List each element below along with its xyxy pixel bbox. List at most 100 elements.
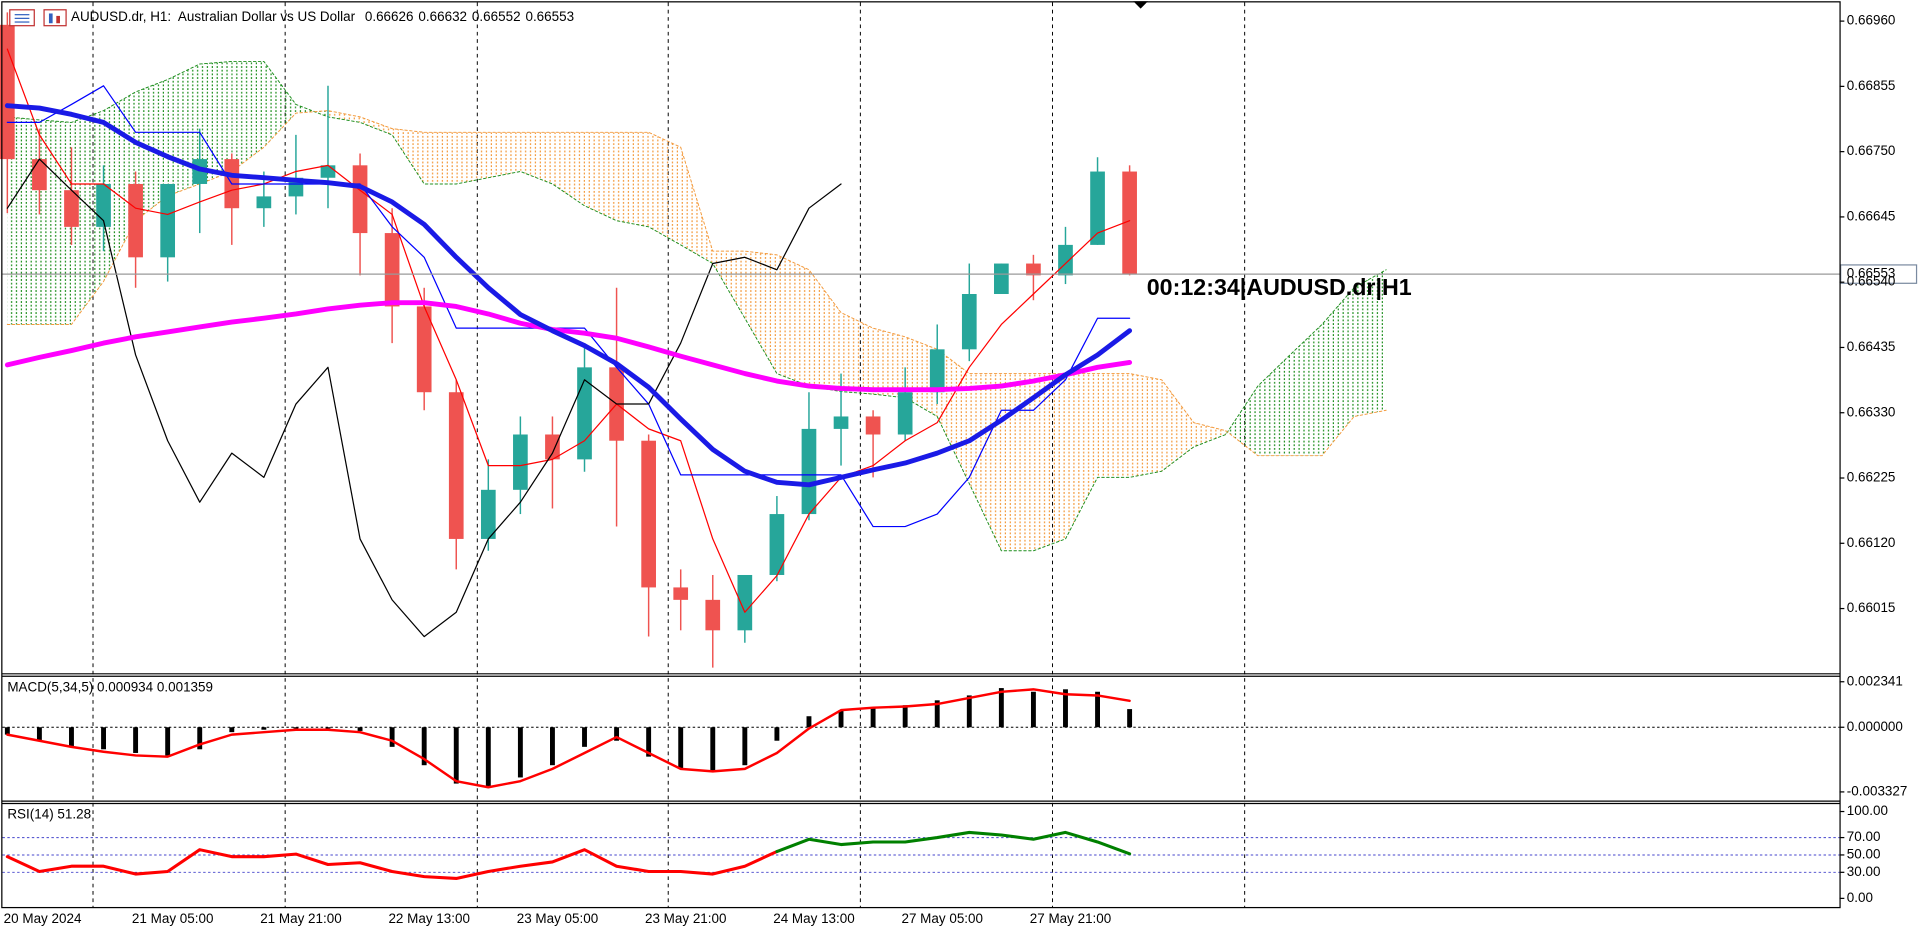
macd-bar <box>806 716 812 728</box>
macd-bar <box>133 727 139 753</box>
plot-frame <box>1 1 1841 909</box>
y-tick-label: 0.66225 <box>1847 470 1896 485</box>
x-tick-label: 27 May 05:00 <box>901 911 983 926</box>
candle-body <box>480 489 496 539</box>
candle-body <box>128 183 143 258</box>
macd-bar <box>1127 709 1133 728</box>
macd-bar <box>517 727 523 778</box>
macd-signal-line <box>6 688 1131 789</box>
plot-layer: 0.66553 0.66960 0.66855 0.66750 0.66645 0.665… <box>0 12 1918 926</box>
x-tick-label: 21 May 05:00 <box>132 911 214 926</box>
macd-bar <box>582 727 587 747</box>
macd-bar <box>742 727 748 766</box>
candle-body <box>256 196 272 209</box>
macd-bar <box>870 707 876 728</box>
quote-high: 0.66632 <box>418 9 467 24</box>
cloud-segment <box>808 269 842 392</box>
x-tick-label: 20 May 2024 <box>4 911 82 926</box>
cloud-segment <box>327 110 361 123</box>
candle-body <box>641 440 656 588</box>
macd-bar <box>229 727 235 733</box>
cloud-segment <box>1033 373 1066 551</box>
y-tick-label: 0.66540 <box>1847 274 1896 289</box>
macd-bar <box>838 710 844 728</box>
macd-bar <box>485 727 491 788</box>
macd-bar <box>4 727 10 735</box>
cloud-segment <box>231 61 264 172</box>
candle-body <box>833 416 849 429</box>
cloud-segment <box>7 116 40 325</box>
rsi-line <box>775 830 1132 856</box>
candle-body <box>545 434 560 460</box>
symbol-header: AUDUSD.dr, H1: Australian Dollar vs US D… <box>71 9 574 24</box>
macd-bar <box>165 727 171 756</box>
cloud-segment <box>520 132 553 184</box>
cloud-segment <box>616 132 649 227</box>
chart-icon-bar <box>56 15 60 24</box>
y-tick-label: 0.000000 <box>1847 719 1903 734</box>
cloud-segment <box>776 254 809 387</box>
span-a-line <box>6 60 1387 552</box>
candle-body <box>64 190 79 227</box>
macd-bar <box>197 727 203 750</box>
macd-bar <box>549 727 555 766</box>
macd-bar <box>774 727 780 741</box>
macd-bar <box>69 727 74 747</box>
indicator-line <box>6 85 1131 528</box>
indicator-line <box>4 103 1133 488</box>
macd-bar <box>101 727 106 750</box>
candle-body <box>1122 171 1137 275</box>
macd-bar <box>293 727 299 729</box>
candle-body <box>448 392 464 539</box>
quote-close: 0.66553 <box>525 9 574 24</box>
x-tick-label: 21 May 21:00 <box>260 911 342 926</box>
cloud-segment <box>167 63 200 196</box>
candle-body <box>705 599 721 631</box>
cloud-segment <box>648 132 681 245</box>
y-tick-label: 100.00 <box>1847 803 1888 818</box>
candle-body <box>897 392 913 435</box>
y-tick-label: 0.66645 <box>1847 208 1896 223</box>
y-tick-label: 0.66330 <box>1847 404 1896 419</box>
candle-body <box>160 183 176 258</box>
macd-bar <box>453 727 459 784</box>
macd-bar <box>36 727 42 741</box>
quote-open: 0.66626 <box>365 9 414 24</box>
chart-icon <box>43 9 67 27</box>
y-tick-label: 0.66855 <box>1847 78 1896 93</box>
cloud-segment <box>744 251 777 374</box>
indicator-line <box>6 158 842 638</box>
y-tick-label: 70.00 <box>1847 829 1881 844</box>
cloud-segment <box>969 373 1002 551</box>
candle-body <box>961 294 977 350</box>
candle-body <box>352 165 368 234</box>
candle-body <box>32 159 47 191</box>
y-tick-label: 30.00 <box>1847 864 1881 879</box>
cloud-segment <box>1129 373 1162 478</box>
cloud-segment <box>712 251 745 319</box>
cloud-segment <box>1065 373 1098 539</box>
cloud-segment <box>456 132 489 184</box>
x-tick-label: 22 May 13:00 <box>388 911 470 926</box>
macd-bar <box>678 727 684 769</box>
cloud-segment <box>392 128 425 184</box>
macd-bar <box>998 688 1004 728</box>
y-tick-label: 0.66015 <box>1847 600 1896 615</box>
candle-body <box>865 416 881 435</box>
candle-body <box>929 349 945 393</box>
x-tick-label: 23 May 21:00 <box>645 911 727 926</box>
candle-body <box>801 428 817 515</box>
candle-body <box>1026 263 1041 276</box>
macd-bar <box>710 727 716 772</box>
macd-bar <box>421 727 427 766</box>
macd-bar <box>646 727 652 757</box>
y-tick-label: -0.003327 <box>1847 783 1908 798</box>
cloud-segment <box>1354 269 1387 417</box>
cloud-segment <box>1193 422 1226 447</box>
x-tick-label: 27 May 21:00 <box>1030 911 1112 926</box>
candle-body <box>320 165 336 178</box>
shift-marker <box>1133 1 1148 9</box>
rsi-line <box>5 848 779 880</box>
candle-body <box>384 233 400 307</box>
y-tick-label: 0.66960 <box>1847 13 1896 28</box>
